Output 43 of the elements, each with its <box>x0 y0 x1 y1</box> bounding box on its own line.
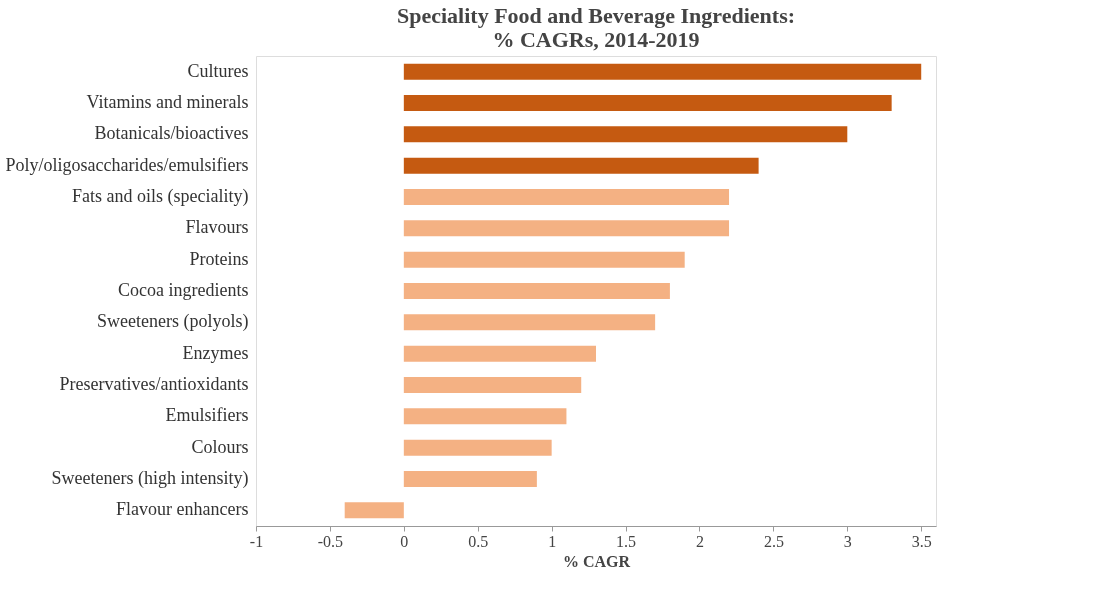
bar <box>403 439 552 456</box>
bar <box>403 95 892 111</box>
bar <box>403 471 537 487</box>
bar <box>403 126 848 143</box>
y-tick-label: Flavours <box>185 217 249 238</box>
bar <box>344 502 404 519</box>
x-tick-label: 2 <box>695 532 704 550</box>
bar <box>403 189 730 205</box>
x-tick-label: 3 <box>843 532 852 550</box>
x-axis-title: % CAGR <box>562 552 631 570</box>
x-tick-label: -0.5 <box>317 532 344 550</box>
y-tick-label: Sweeteners (polyols) <box>97 311 249 333</box>
y-tick-label: Sweeteners (high intensity) <box>51 468 249 489</box>
y-tick-label: Botanicals/bioactives <box>94 123 249 144</box>
y-tick-label: Cocoa ingredients <box>118 280 249 300</box>
x-tick-label: 0.5 <box>468 532 489 550</box>
y-tick-label: Flavour enhancers <box>116 499 249 520</box>
bar <box>403 314 656 331</box>
y-tick-label: Vitamins and minerals <box>86 92 249 112</box>
y-tick-label: Enzymes <box>182 342 249 363</box>
x-tick-label: 0 <box>400 532 409 550</box>
x-tick-label: 1 <box>548 532 557 550</box>
y-tick-label: Cultures <box>187 60 249 81</box>
y-tick-label: Poly/oligosaccharides/emulsifiers <box>5 154 249 175</box>
x-tick-label: 3.5 <box>911 532 932 550</box>
x-tick-label: 1.5 <box>616 532 637 550</box>
y-tick-label: Fats and oils (speciality) <box>72 186 249 207</box>
y-tick-label: Emulsifiers <box>165 405 249 426</box>
x-tick-label: -1 <box>249 532 264 550</box>
text: % CAGRs, 2014-2019 <box>492 27 700 52</box>
y-tick-label: Colours <box>191 436 249 457</box>
y-tick-label: Preservatives/antioxidants <box>59 374 249 394</box>
x-tick-label: 2.5 <box>763 532 784 550</box>
bar <box>403 220 730 237</box>
bar <box>403 377 582 393</box>
y-tick-label: Proteins <box>189 248 249 269</box>
bar <box>403 283 670 299</box>
bar <box>403 157 759 174</box>
text: Speciality Food and Beverage Ingredients: <box>396 3 796 28</box>
bar <box>403 251 685 268</box>
bar <box>403 345 596 362</box>
bar <box>403 63 922 80</box>
bar <box>403 408 567 425</box>
